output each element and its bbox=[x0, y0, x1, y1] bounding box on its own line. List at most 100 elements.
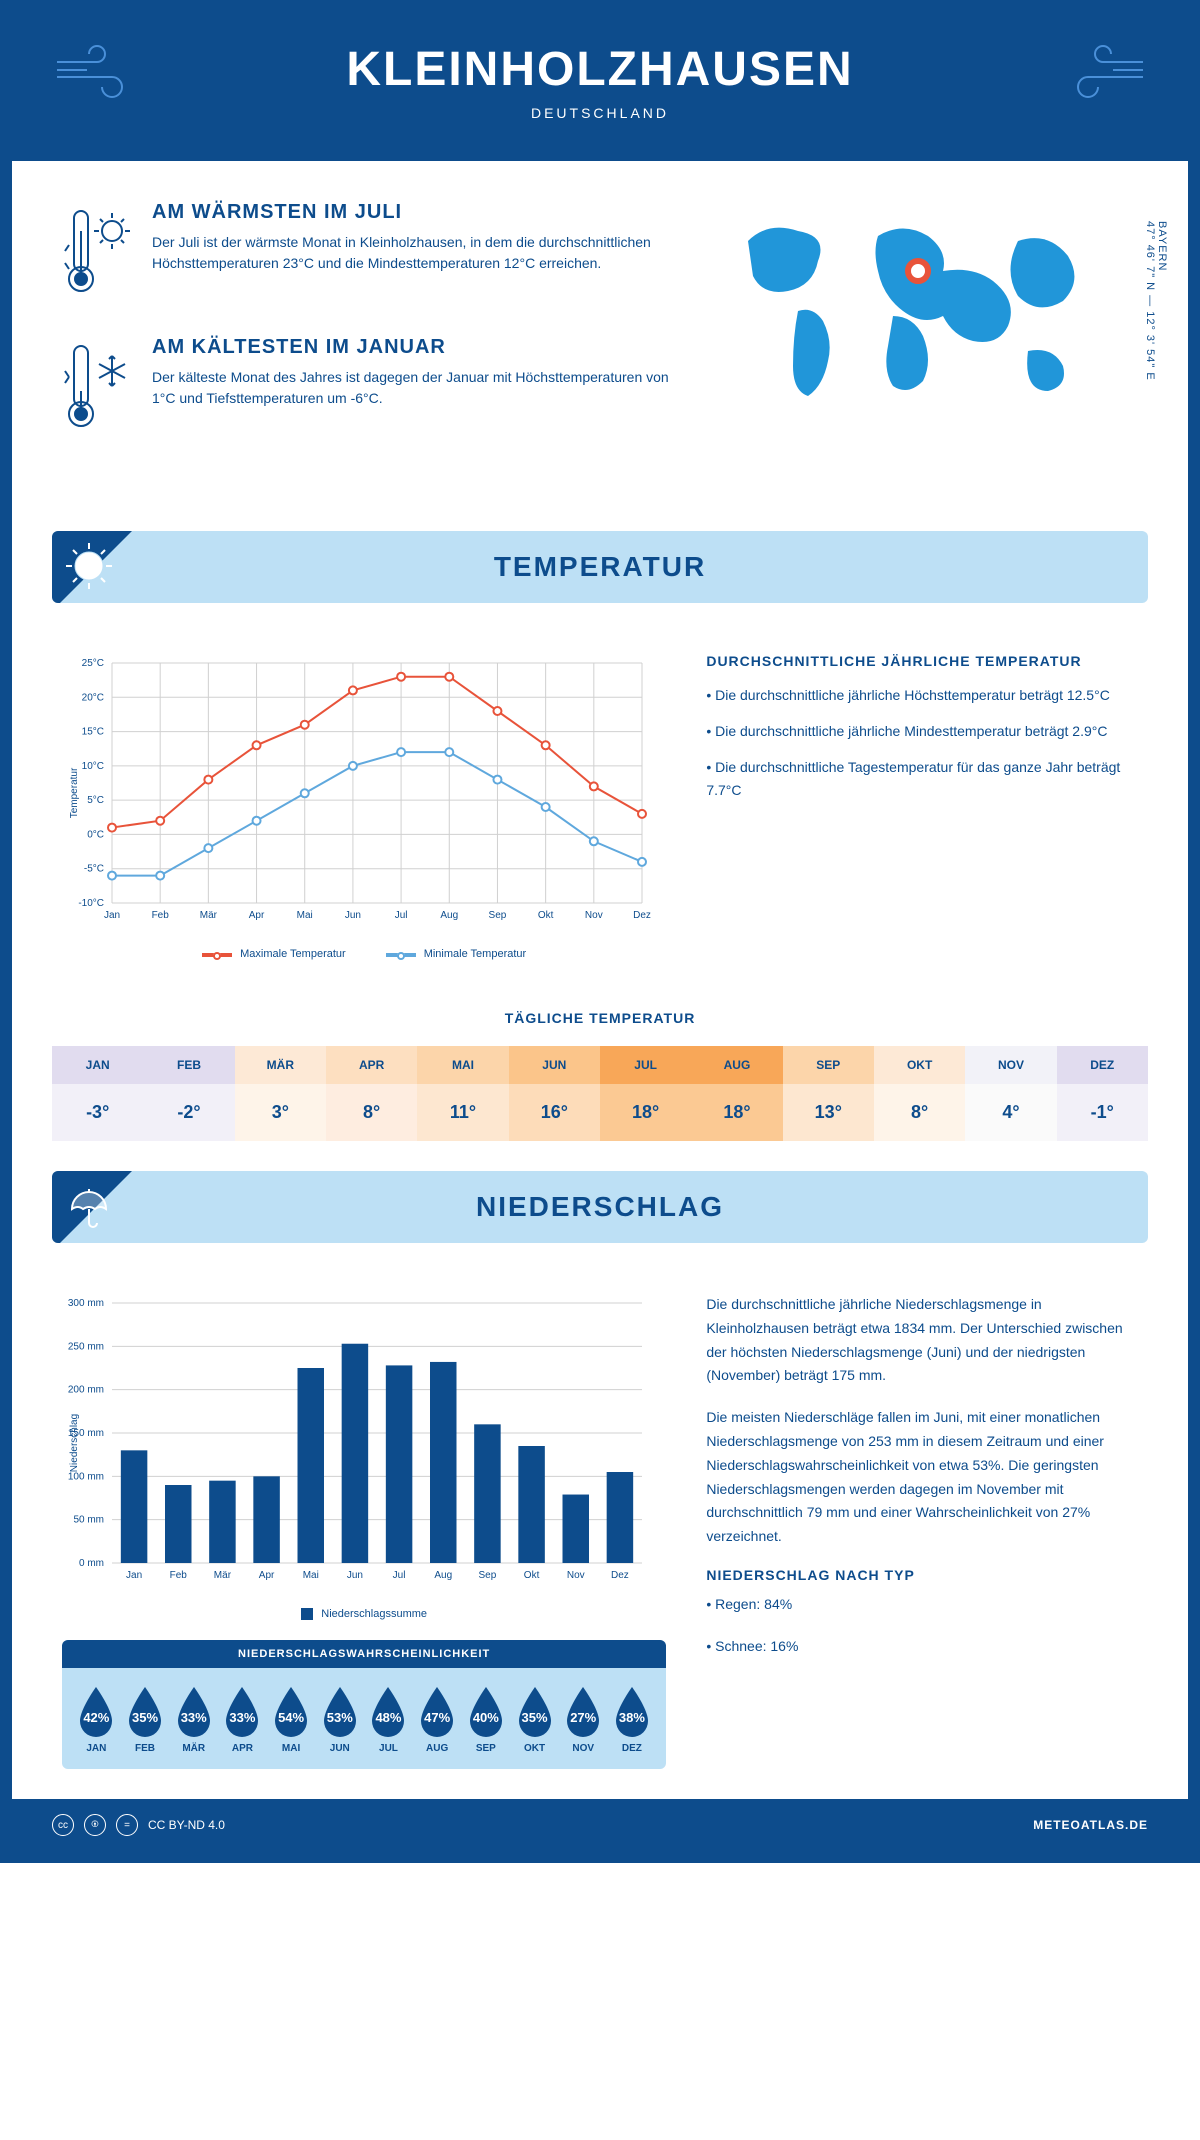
svg-text:25°C: 25°C bbox=[82, 658, 104, 669]
month-value: 16° bbox=[509, 1084, 600, 1141]
svg-text:Nov: Nov bbox=[567, 1570, 585, 1581]
legend-min-label: Minimale Temperatur bbox=[424, 948, 527, 960]
prob-value: 35% bbox=[522, 1710, 548, 1725]
svg-text:Okt: Okt bbox=[538, 910, 554, 921]
month-cell: FEB -2° bbox=[143, 1046, 234, 1141]
precipitation-title: NIEDERSCHLAG bbox=[82, 1191, 1118, 1223]
prob-item: 54% MAI bbox=[269, 1683, 313, 1754]
svg-text:Okt: Okt bbox=[524, 1570, 540, 1581]
droplet-icon: 33% bbox=[220, 1683, 264, 1739]
month-head: SEP bbox=[783, 1046, 874, 1084]
svg-text:Jul: Jul bbox=[393, 1570, 406, 1581]
license-text: CC BY-ND 4.0 bbox=[148, 1818, 225, 1832]
prob-month: JUN bbox=[318, 1743, 362, 1754]
prob-month: AUG bbox=[415, 1743, 459, 1754]
month-cell: JAN -3° bbox=[52, 1046, 143, 1141]
svg-text:Jul: Jul bbox=[395, 910, 408, 921]
month-head: AUG bbox=[691, 1046, 782, 1084]
month-head: JUL bbox=[600, 1046, 691, 1084]
svg-text:Niederschlag: Niederschlag bbox=[69, 1414, 80, 1472]
footer: cc 🅯 = CC BY-ND 4.0 METEOATLAS.DE bbox=[12, 1799, 1188, 1851]
svg-text:Sep: Sep bbox=[489, 910, 507, 921]
month-value: -1° bbox=[1057, 1084, 1148, 1141]
header-banner: KLEINHOLZHAUSEN DEUTSCHLAND bbox=[12, 12, 1188, 161]
coldest-block: AM KÄLTESTEN IM JANUAR Der kälteste Mona… bbox=[62, 336, 678, 441]
daily-temp-table: JAN -3° FEB -2° MÄR 3° APR 8° MAI 11° JU… bbox=[52, 1046, 1148, 1141]
svg-text:10°C: 10°C bbox=[82, 761, 104, 772]
footer-site: METEOATLAS.DE bbox=[1033, 1818, 1148, 1832]
month-cell: APR 8° bbox=[326, 1046, 417, 1141]
prob-value: 53% bbox=[327, 1710, 353, 1725]
prob-value: 33% bbox=[181, 1710, 207, 1725]
footer-license: cc 🅯 = CC BY-ND 4.0 bbox=[52, 1814, 225, 1836]
prob-item: 53% JUN bbox=[318, 1683, 362, 1754]
svg-text:Aug: Aug bbox=[440, 910, 458, 921]
month-cell: AUG 18° bbox=[691, 1046, 782, 1141]
month-value: 18° bbox=[600, 1084, 691, 1141]
droplet-icon: 48% bbox=[366, 1683, 410, 1739]
svg-text:0°C: 0°C bbox=[87, 829, 104, 840]
month-head: MAI bbox=[417, 1046, 508, 1084]
month-value: -3° bbox=[52, 1084, 143, 1141]
thermometer-snow-icon bbox=[62, 336, 132, 441]
svg-text:Feb: Feb bbox=[170, 1570, 188, 1581]
temp-info-title: DURCHSCHNITTLICHE JÄHRLICHE TEMPERATUR bbox=[706, 653, 1138, 669]
droplet-icon: 27% bbox=[561, 1683, 605, 1739]
month-head: DEZ bbox=[1057, 1046, 1148, 1084]
svg-text:Apr: Apr bbox=[249, 910, 265, 921]
prob-month: SEP bbox=[464, 1743, 508, 1754]
world-map-icon bbox=[718, 201, 1138, 426]
precip-p2: Die meisten Niederschläge fallen im Juni… bbox=[706, 1406, 1138, 1549]
svg-text:-5°C: -5°C bbox=[84, 864, 104, 875]
precipitation-probability-box: NIEDERSCHLAGSWAHRSCHEINLICHKEIT 42% JAN … bbox=[62, 1640, 666, 1769]
month-cell: DEZ -1° bbox=[1057, 1046, 1148, 1141]
warmest-text: AM WÄRMSTEN IM JULI Der Juli ist der wär… bbox=[152, 201, 678, 306]
prob-value: 35% bbox=[132, 1710, 158, 1725]
precip-p1: Die durchschnittliche jährliche Niedersc… bbox=[706, 1293, 1138, 1388]
legend-swatch bbox=[301, 1608, 313, 1620]
precipitation-banner: NIEDERSCHLAG bbox=[52, 1171, 1148, 1243]
map-area: BAYERN 47° 46' 7" N — 12° 3' 54" E bbox=[718, 201, 1138, 471]
month-value: 8° bbox=[874, 1084, 965, 1141]
prob-value: 33% bbox=[229, 1710, 255, 1725]
prob-month: JAN bbox=[74, 1743, 118, 1754]
warmest-title: AM WÄRMSTEN IM JULI bbox=[152, 201, 678, 224]
wind-icon bbox=[52, 42, 142, 107]
svg-text:Mai: Mai bbox=[303, 1570, 319, 1581]
prob-item: 35% OKT bbox=[513, 1683, 557, 1754]
prob-value: 38% bbox=[619, 1710, 645, 1725]
temperature-legend: Maximale Temperatur Minimale Temperatur bbox=[62, 948, 666, 960]
prob-value: 48% bbox=[375, 1710, 401, 1725]
prob-item: 40% SEP bbox=[464, 1683, 508, 1754]
precip-type-title: NIEDERSCHLAG NACH TYP bbox=[706, 1567, 1138, 1583]
prob-month: DEZ bbox=[610, 1743, 654, 1754]
sun-icon bbox=[64, 541, 114, 596]
prob-month: APR bbox=[220, 1743, 264, 1754]
legend-max-label: Maximale Temperatur bbox=[240, 948, 346, 960]
droplet-icon: 35% bbox=[513, 1683, 557, 1739]
temp-bullet-2: • Die durchschnittliche jährliche Mindes… bbox=[706, 720, 1138, 744]
prob-item: 38% DEZ bbox=[610, 1683, 654, 1754]
country-subtitle: DEUTSCHLAND bbox=[32, 105, 1168, 121]
prob-month: OKT bbox=[513, 1743, 557, 1754]
prob-title: NIEDERSCHLAGSWAHRSCHEINLICHKEIT bbox=[62, 1640, 666, 1668]
droplet-icon: 42% bbox=[74, 1683, 118, 1739]
month-head: JUN bbox=[509, 1046, 600, 1084]
precip-type-1: • Regen: 84% bbox=[706, 1593, 1138, 1617]
temperature-chart: -10°C-5°C0°C5°C10°C15°C20°C25°CJanFebMär… bbox=[62, 653, 666, 960]
prob-value: 27% bbox=[570, 1710, 596, 1725]
umbrella-icon bbox=[64, 1181, 114, 1236]
precipitation-legend: Niederschlagssumme bbox=[62, 1608, 666, 1620]
svg-text:Dez: Dez bbox=[611, 1570, 629, 1581]
month-value: 11° bbox=[417, 1084, 508, 1141]
temp-bullet-1: • Die durchschnittliche jährliche Höchst… bbox=[706, 684, 1138, 708]
month-head: APR bbox=[326, 1046, 417, 1084]
prob-item: 35% FEB bbox=[123, 1683, 167, 1754]
page-container: KLEINHOLZHAUSEN DEUTSCHLAND AM WÄRMSTEN … bbox=[0, 0, 1200, 1863]
temperature-title: TEMPERATUR bbox=[82, 551, 1118, 583]
droplet-icon: 54% bbox=[269, 1683, 313, 1739]
temperature-info: DURCHSCHNITTLICHE JÄHRLICHE TEMPERATUR •… bbox=[706, 653, 1138, 960]
svg-text:-10°C: -10°C bbox=[78, 898, 104, 909]
svg-text:Apr: Apr bbox=[259, 1570, 275, 1581]
month-head: NOV bbox=[965, 1046, 1056, 1084]
